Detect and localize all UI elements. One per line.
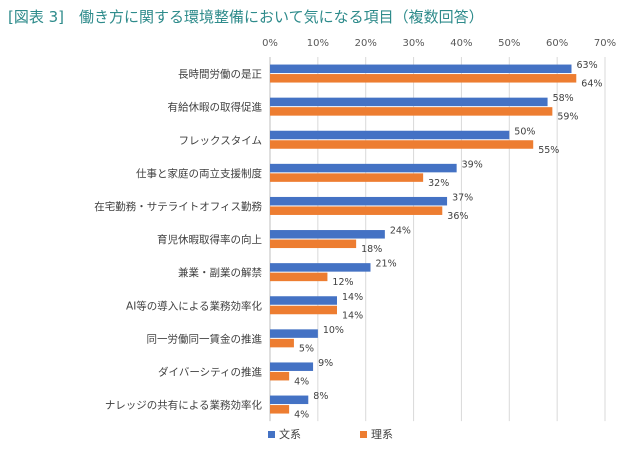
x-axis-ticks: 0% 10% 20% 30% 40% 50% 60% 70% xyxy=(262,38,616,49)
gridlines xyxy=(269,57,606,422)
category-label: 育児休暇取得率の向上 xyxy=(157,233,262,246)
data-label: 64% xyxy=(581,79,602,90)
data-label: 14% xyxy=(342,310,363,321)
category-label: ダイバーシティの推進 xyxy=(158,365,262,378)
data-label: 59% xyxy=(557,112,578,123)
bar-series1 xyxy=(270,362,314,371)
data-label: 4% xyxy=(294,410,309,421)
bars xyxy=(270,64,577,414)
data-label: 63% xyxy=(577,60,598,71)
category-label: 長時間労働の是正 xyxy=(178,68,262,81)
x-tick-label: 50% xyxy=(498,38,520,49)
x-tick-label: 60% xyxy=(546,38,568,49)
bar-series2 xyxy=(270,173,424,182)
bar-series2 xyxy=(270,405,290,414)
category-label: AI等の導入による業務効率化 xyxy=(126,299,262,312)
data-label: 4% xyxy=(294,376,309,387)
bar-series2 xyxy=(270,338,294,348)
bar-series1 xyxy=(270,196,448,206)
data-label: 32% xyxy=(428,178,449,189)
legend-swatch xyxy=(268,431,275,438)
x-tick-label: 0% xyxy=(262,38,278,49)
category-labels: 長時間労働の是正有給休暇の取得促進フレックスタイム仕事と家庭の両立支援制度在宅勤… xyxy=(94,68,262,412)
category-label: ナレッジの共有による業務効率化 xyxy=(105,399,263,412)
legend-swatch xyxy=(360,431,367,438)
chart-title: [図表 3] 働き方に関する環境整備において気になる項目（複数回答） xyxy=(8,8,484,26)
data-label: 37% xyxy=(452,192,473,203)
bar-series1 xyxy=(270,163,457,173)
bar-series1 xyxy=(270,64,572,74)
bar-series2 xyxy=(270,239,357,249)
data-label: 21% xyxy=(376,259,397,270)
data-label: 24% xyxy=(390,226,411,237)
bar-series2 xyxy=(270,371,290,381)
bar-series2 xyxy=(270,74,577,83)
x-tick-label: 20% xyxy=(355,38,377,49)
data-label: 14% xyxy=(342,292,363,303)
data-label: 9% xyxy=(318,358,333,369)
bar-series1 xyxy=(270,97,548,107)
bar-series2 xyxy=(270,305,337,315)
category-label: 在宅勤務・サテライトオフィス勤務 xyxy=(94,200,262,213)
data-labels: 63% 64% 58% 59% 50%55% 39% 32%37% 36% 24% 18% 21% 1… xyxy=(294,60,602,421)
data-label: 8% xyxy=(313,391,328,402)
legend-label: 文系 xyxy=(279,427,301,441)
bar-series1 xyxy=(270,130,510,140)
data-label: 50% xyxy=(514,126,535,137)
data-label: 10% xyxy=(323,325,344,336)
x-tick-label: 10% xyxy=(307,38,329,49)
legend-label: 理系 xyxy=(371,428,393,441)
category-label: 有給休暇の取得促進 xyxy=(168,101,263,114)
bar-series2 xyxy=(270,140,534,149)
data-label: 12% xyxy=(332,277,353,288)
legend: 文系 理系 xyxy=(268,427,393,441)
category-label: 仕事と家庭の両立支援制度 xyxy=(136,167,262,180)
bar-series2 xyxy=(270,206,443,215)
data-label: 18% xyxy=(361,244,382,255)
bar-series2 xyxy=(270,107,553,116)
data-label: 58% xyxy=(553,93,574,104)
x-tick-label: 70% xyxy=(594,38,616,49)
bar-series1 xyxy=(270,296,337,305)
category-label: 兼業・副業の解禁 xyxy=(178,266,262,279)
bar-series1 xyxy=(270,395,309,405)
category-label: 同一労働同一賃金の推進 xyxy=(147,332,263,345)
x-tick-label: 40% xyxy=(450,38,472,49)
data-label: 5% xyxy=(299,343,314,354)
data-label: 36% xyxy=(447,211,468,222)
x-tick-label: 30% xyxy=(402,38,424,49)
bar-series1 xyxy=(270,329,318,338)
bar-series2 xyxy=(270,272,328,282)
bar-series1 xyxy=(270,230,385,239)
data-label: 55% xyxy=(538,145,559,156)
bar-series1 xyxy=(270,263,371,272)
data-label: 39% xyxy=(462,159,483,170)
category-label: フレックスタイム xyxy=(179,135,262,147)
